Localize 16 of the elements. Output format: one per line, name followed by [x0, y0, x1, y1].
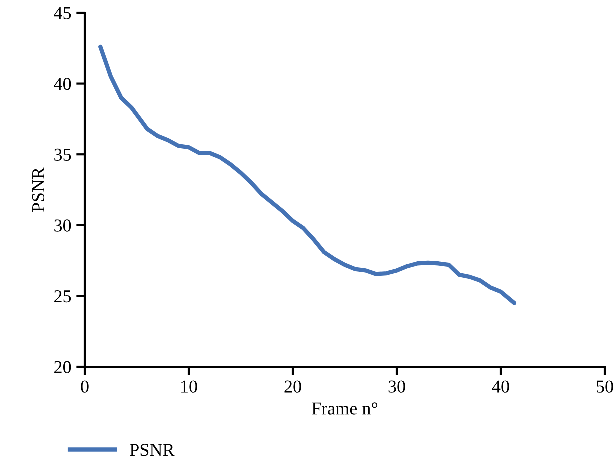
x-axis-title: Frame n° [312, 402, 378, 415]
y-tick-label: 45 [54, 7, 72, 20]
y-tick-label: 20 [54, 361, 72, 374]
x-tick-label: 10 [182, 380, 198, 393]
y-tick-label: 25 [54, 290, 72, 303]
y-axis-title: PSNR [32, 167, 45, 212]
legend-label: PSNR [130, 444, 175, 456]
x-tick-label: 50 [597, 380, 614, 393]
x-tick-label: 40 [492, 380, 510, 393]
x-tick-label: 20 [284, 380, 302, 393]
line-series [98, 44, 517, 306]
y-tick-label: 40 [54, 78, 72, 90]
x-tick-label: 0 [81, 380, 89, 393]
y-tick-label: 30 [54, 220, 72, 232]
x-tick-label: 30 [388, 380, 406, 393]
y-tick-label: 35 [54, 148, 72, 162]
